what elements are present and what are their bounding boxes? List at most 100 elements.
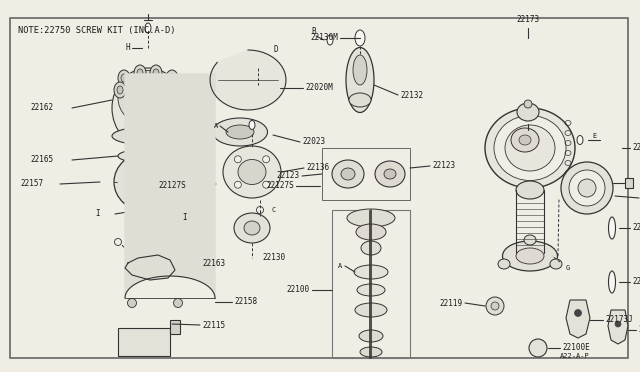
Text: A22-A-P: A22-A-P xyxy=(560,353,590,359)
Text: C: C xyxy=(272,207,276,213)
Ellipse shape xyxy=(112,68,184,148)
Ellipse shape xyxy=(355,303,387,317)
Ellipse shape xyxy=(355,30,365,46)
Ellipse shape xyxy=(238,160,266,185)
Text: 22023: 22023 xyxy=(302,138,325,147)
Ellipse shape xyxy=(133,82,139,90)
Ellipse shape xyxy=(127,298,136,308)
Text: NOTE:22750 SCREW KIT (INC.A-D): NOTE:22750 SCREW KIT (INC.A-D) xyxy=(18,26,175,35)
Ellipse shape xyxy=(134,65,146,81)
Ellipse shape xyxy=(502,241,557,271)
Text: 22173J: 22173J xyxy=(605,315,633,324)
Text: A: A xyxy=(338,263,342,269)
Ellipse shape xyxy=(524,235,536,245)
Ellipse shape xyxy=(114,152,182,212)
Text: 22157: 22157 xyxy=(20,180,43,189)
Ellipse shape xyxy=(498,259,510,269)
Ellipse shape xyxy=(485,108,575,188)
Text: 22123: 22123 xyxy=(277,171,300,180)
Ellipse shape xyxy=(115,238,122,246)
Text: I: I xyxy=(182,214,187,222)
Ellipse shape xyxy=(262,181,269,188)
Polygon shape xyxy=(566,300,590,338)
Text: 22173A: 22173A xyxy=(638,326,640,334)
Ellipse shape xyxy=(130,78,142,94)
Bar xyxy=(625,178,633,188)
Ellipse shape xyxy=(150,65,162,81)
Ellipse shape xyxy=(353,55,367,85)
Ellipse shape xyxy=(262,156,269,163)
Ellipse shape xyxy=(234,181,241,188)
Text: 22132: 22132 xyxy=(400,90,423,99)
Text: E: E xyxy=(592,133,596,139)
Ellipse shape xyxy=(359,330,383,342)
Ellipse shape xyxy=(138,173,158,191)
Ellipse shape xyxy=(173,298,182,308)
Ellipse shape xyxy=(609,217,616,239)
Ellipse shape xyxy=(145,23,151,33)
Ellipse shape xyxy=(577,135,583,144)
Text: 22115: 22115 xyxy=(202,321,225,330)
Text: 22165: 22165 xyxy=(30,155,53,164)
Ellipse shape xyxy=(354,265,388,279)
Text: 22178A: 22178A xyxy=(632,278,640,286)
Text: G: G xyxy=(566,265,570,271)
Ellipse shape xyxy=(244,221,260,235)
Ellipse shape xyxy=(615,321,621,327)
Ellipse shape xyxy=(609,271,616,293)
Text: 22162: 22162 xyxy=(30,103,53,112)
Ellipse shape xyxy=(170,82,182,98)
Ellipse shape xyxy=(226,125,254,139)
Polygon shape xyxy=(125,255,175,280)
Ellipse shape xyxy=(561,162,613,214)
Ellipse shape xyxy=(360,347,382,357)
Ellipse shape xyxy=(162,262,168,268)
Bar xyxy=(118,328,170,356)
Ellipse shape xyxy=(185,151,191,160)
Ellipse shape xyxy=(341,168,355,180)
Ellipse shape xyxy=(153,69,159,77)
Ellipse shape xyxy=(164,167,172,177)
Bar xyxy=(332,210,410,358)
Ellipse shape xyxy=(375,161,405,187)
Ellipse shape xyxy=(517,103,539,121)
Ellipse shape xyxy=(118,149,178,163)
Text: 22158: 22158 xyxy=(234,298,257,307)
Ellipse shape xyxy=(327,35,333,45)
Ellipse shape xyxy=(332,160,364,188)
Text: 22020M: 22020M xyxy=(305,83,333,93)
Text: D: D xyxy=(273,45,278,55)
Ellipse shape xyxy=(249,121,255,129)
Ellipse shape xyxy=(144,206,152,214)
Polygon shape xyxy=(210,50,286,110)
Bar xyxy=(322,148,410,200)
Ellipse shape xyxy=(257,206,264,214)
Ellipse shape xyxy=(173,86,179,94)
Text: 22100: 22100 xyxy=(287,285,310,295)
Polygon shape xyxy=(608,310,628,344)
Ellipse shape xyxy=(234,213,270,243)
Ellipse shape xyxy=(154,78,166,94)
Ellipse shape xyxy=(136,264,144,272)
Ellipse shape xyxy=(524,100,532,108)
Ellipse shape xyxy=(356,224,386,240)
Ellipse shape xyxy=(569,170,605,206)
Ellipse shape xyxy=(157,82,163,90)
Text: I: I xyxy=(95,209,100,218)
Text: 22136: 22136 xyxy=(306,164,329,173)
Ellipse shape xyxy=(519,135,531,145)
Ellipse shape xyxy=(505,125,555,171)
Ellipse shape xyxy=(349,93,371,107)
Text: B: B xyxy=(312,28,316,36)
Ellipse shape xyxy=(255,53,262,63)
Text: 22123: 22123 xyxy=(432,161,455,170)
Text: 22130: 22130 xyxy=(262,253,285,263)
Ellipse shape xyxy=(212,118,268,146)
Ellipse shape xyxy=(118,71,178,125)
Ellipse shape xyxy=(550,259,562,269)
Ellipse shape xyxy=(346,48,374,112)
Ellipse shape xyxy=(117,86,123,94)
Ellipse shape xyxy=(494,115,566,180)
Bar xyxy=(170,320,180,334)
Text: 22178A: 22178A xyxy=(632,224,640,232)
